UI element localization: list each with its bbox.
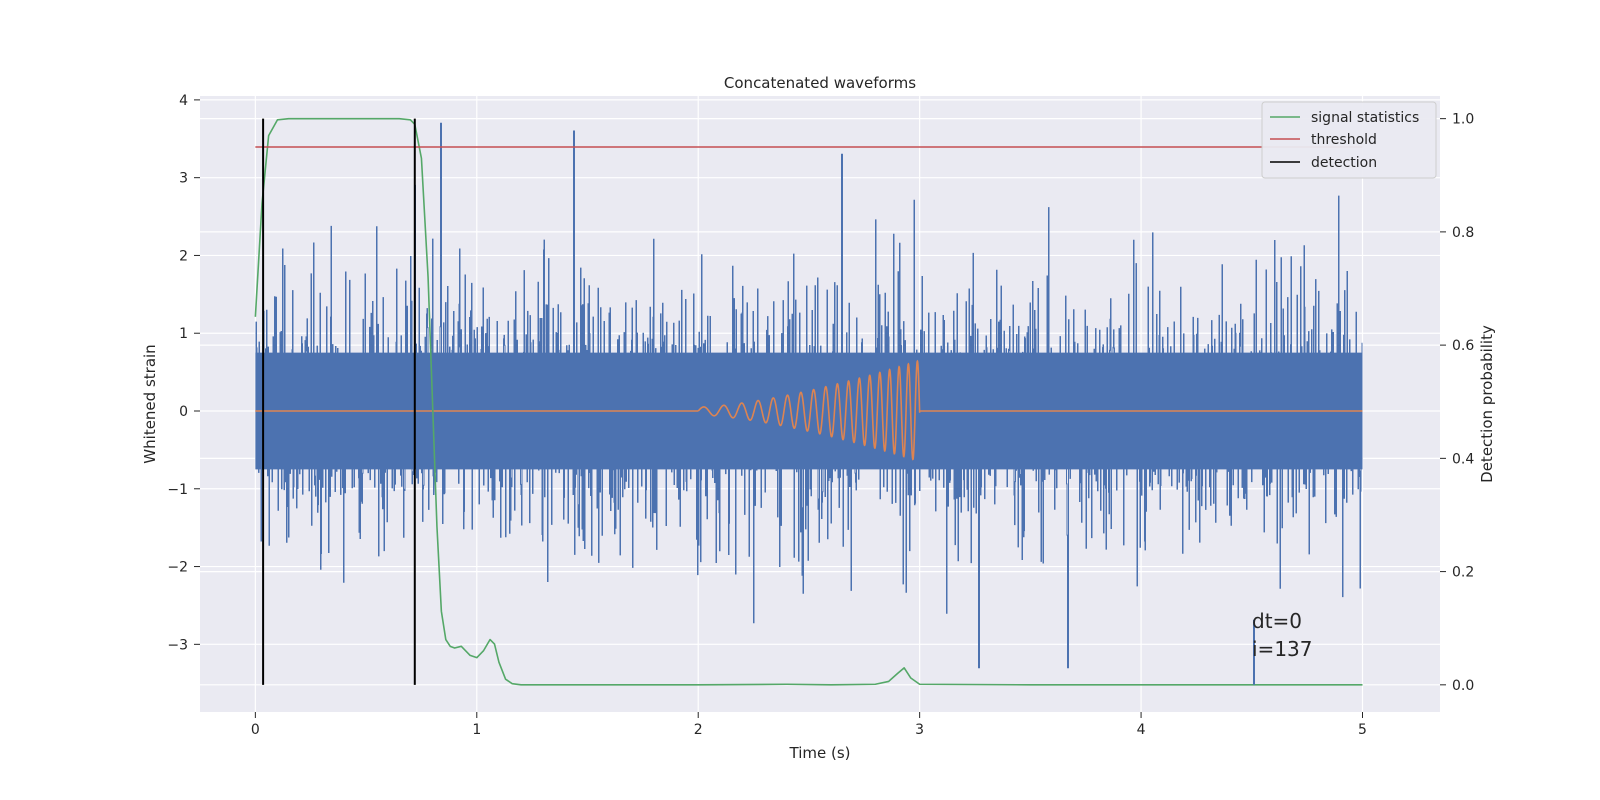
template-series bbox=[255, 359, 1363, 461]
annotation-dt: dt=0 bbox=[1252, 609, 1302, 633]
y-tick-label-1: −2 bbox=[167, 560, 188, 576]
y-tick-label-5: 2 bbox=[179, 248, 188, 264]
y2-tick-label-4: 0.8 bbox=[1452, 225, 1474, 241]
x-tick-label-4: 4 bbox=[1137, 722, 1146, 738]
x-tick-label-2: 2 bbox=[694, 722, 703, 738]
y2-tick-label-5: 1.0 bbox=[1452, 112, 1474, 128]
y-tick-label-4: 1 bbox=[179, 326, 188, 342]
legend: signal statistics threshold detection bbox=[1261, 101, 1437, 179]
y2-tick-label-2: 0.4 bbox=[1452, 451, 1474, 467]
series-layer bbox=[254, 117, 1363, 686]
y-tick-label-3: 0 bbox=[179, 404, 188, 420]
y2-tick-label-0: 0.0 bbox=[1452, 678, 1474, 694]
legend-box bbox=[1261, 101, 1437, 179]
y-tick-label-2: −1 bbox=[167, 482, 188, 498]
legend-label-signal: signal statistics bbox=[1311, 110, 1419, 126]
y-tick-label-7: 4 bbox=[179, 93, 188, 109]
legend-label-threshold: threshold bbox=[1311, 132, 1377, 148]
chart-title: Concatenated waveforms bbox=[724, 74, 916, 92]
strain-series bbox=[255, 122, 1363, 669]
y-tick-label-0: −3 bbox=[167, 637, 188, 653]
annotation-i: i=137 bbox=[1252, 637, 1313, 661]
y-tick-label-6: 3 bbox=[179, 171, 188, 187]
legend-label-detection: detection bbox=[1311, 155, 1377, 171]
x-tick-label-3: 3 bbox=[915, 722, 924, 738]
x-axis-label: Time (s) bbox=[789, 744, 851, 762]
x-tick-label-5: 5 bbox=[1358, 722, 1367, 738]
annotation: dt=0 i=137 bbox=[1252, 609, 1313, 661]
signal-statistics-line bbox=[254, 117, 1363, 686]
x-tick-label-1: 1 bbox=[472, 722, 481, 738]
y-axis-label: Whitened strain bbox=[141, 344, 159, 463]
y2-tick-label-1: 0.2 bbox=[1452, 565, 1474, 581]
y2-axis-label: Detection probability bbox=[1478, 325, 1496, 483]
ticks: 0 1 2 3 4 5 −3 −2 −1 0 1 2 3 4 0.0 0.2 0.4 0.6 0.8 1.0 bbox=[167, 93, 1474, 738]
x-tick-label-0: 0 bbox=[251, 722, 260, 738]
y2-tick-label-3: 0.6 bbox=[1452, 338, 1474, 354]
detection-lines bbox=[262, 118, 1255, 685]
